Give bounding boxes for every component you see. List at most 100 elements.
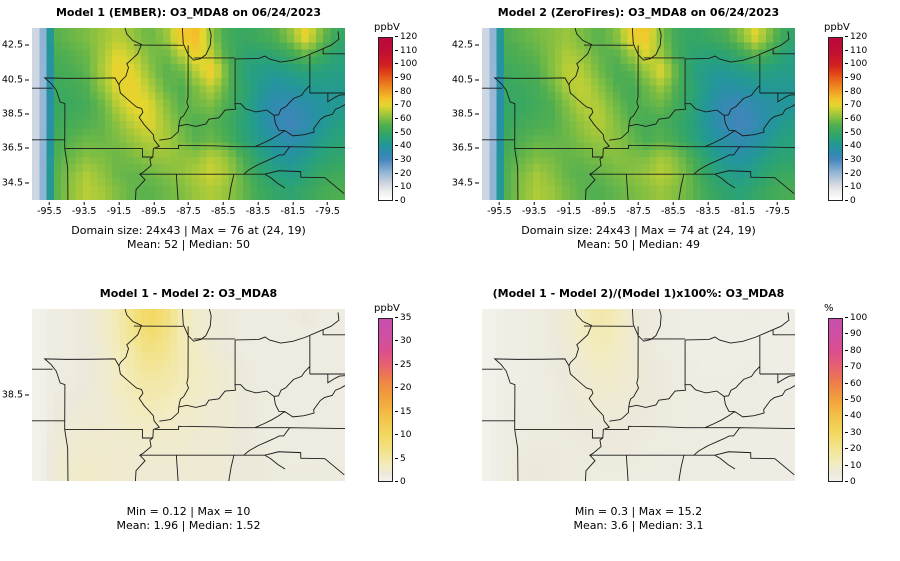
colorbar-tick-label: 90	[845, 329, 861, 339]
colorbar-tick-labels: 0 5 10 15 20 25 30 35	[395, 313, 437, 487]
state-borders-overlay	[482, 28, 795, 200]
colorbar-tick-label: 30	[845, 155, 861, 165]
x-tick-label: -95.5	[487, 202, 512, 217]
colorbar-tick-label: 10	[395, 182, 411, 192]
colorbar-units-label: ppbV	[374, 303, 400, 314]
panel-title: Model 1 - Model 2: O3_MDA8	[99, 287, 278, 300]
x-tick-label: -91.5	[557, 202, 582, 217]
x-tick-label: -83.5	[246, 202, 271, 217]
x-tick-label: -95.5	[37, 202, 62, 217]
x-tick-label: -79.5	[765, 202, 790, 217]
stats-caption: Min = 0.12 | Max = 10 Mean: 1.96 | Media…	[0, 505, 377, 533]
colorbar-units-label: %	[824, 303, 834, 314]
colorbar-tick-label: 25	[395, 360, 411, 370]
colorbar-tick-label: 60	[395, 114, 411, 124]
colorbar-tick-label: 10	[845, 182, 861, 192]
colorbar	[378, 37, 393, 201]
x-tick-label: -87.5	[176, 202, 201, 217]
colorbar-tick-label: 0	[845, 477, 856, 487]
x-axis-ticks: -95.5 -93.5 -91.5 -89.5 -87.5 -85.5 -83.5 -81.5…	[482, 202, 795, 218]
colorbar-tick-label: 20	[845, 169, 861, 179]
colorbar-tick-label: 80	[845, 346, 861, 356]
colorbar-tick-label: 40	[845, 411, 861, 421]
y-tick-label: 36.5	[452, 143, 479, 154]
colorbar-tick-label: 80	[395, 87, 411, 97]
state-border-lines	[482, 28, 795, 200]
heatmap-map	[482, 309, 795, 481]
colorbar-tick-label: 20	[395, 383, 411, 393]
x-tick-label: -83.5	[696, 202, 721, 217]
panel-title: (Model 1 - Model 2)/(Model 1)x100%: O3_M…	[492, 287, 785, 300]
x-axis-ticks	[482, 483, 795, 499]
colorbar-tick-label: 0	[395, 196, 406, 206]
x-tick-label: -79.5	[315, 202, 340, 217]
state-borders-overlay	[32, 28, 345, 200]
state-border-lines	[32, 28, 345, 200]
panel-model1: Model 1 (EMBER): O3_MDA8 on 06/24/2023 3…	[0, 0, 450, 280]
y-tick-label: 42.5	[452, 40, 479, 51]
panel-model2: Model 2 (ZeroFires): O3_MDA8 on 06/24/20…	[450, 0, 900, 280]
x-tick-label: -85.5	[661, 202, 686, 217]
stats-line-1: Min = 0.3 | Max = 15.2	[574, 505, 703, 518]
colorbar-tick-label: 20	[395, 169, 411, 179]
y-axis-ticks: 38.5	[0, 309, 29, 481]
x-axis-ticks: -95.5 -93.5 -91.5 -89.5 -87.5 -85.5 -83.5 -81.5…	[32, 202, 345, 218]
colorbar-gradient	[829, 38, 842, 200]
y-tick-label: 34.5	[2, 177, 29, 188]
stats-caption: Domain size: 24x43 | Max = 76 at (24, 19…	[0, 224, 377, 252]
state-border-lines	[32, 309, 345, 481]
panel-title: Model 1 (EMBER): O3_MDA8 on 06/24/2023	[55, 6, 322, 19]
state-borders-overlay	[32, 309, 345, 481]
colorbar-tick-label: 30	[395, 155, 411, 165]
colorbar-tick-label: 50	[395, 128, 411, 138]
stats-line-2: Mean: 52 | Median: 50	[126, 238, 251, 251]
colorbar-tick-label: 100	[845, 59, 867, 69]
colorbar-tick-label: 60	[845, 114, 861, 124]
x-axis-ticks	[32, 483, 345, 499]
y-tick-label: 40.5	[2, 74, 29, 85]
colorbar-tick-label: 50	[845, 128, 861, 138]
colorbar-tick-labels: 0 10 20 30 40 50 60 70 80 90 100	[845, 313, 887, 487]
colorbar	[828, 318, 843, 482]
heatmap-map	[32, 28, 345, 200]
x-tick-label: -93.5	[72, 202, 97, 217]
x-tick-label: -81.5	[731, 202, 756, 217]
stats-caption: Domain size: 24x43 | Max = 74 at (24, 19…	[450, 224, 827, 252]
colorbar-tick-label: 110	[845, 46, 867, 56]
colorbar-tick-label: 120	[395, 32, 417, 42]
heatmap-map	[482, 28, 795, 200]
colorbar-tick-label: 70	[845, 100, 861, 110]
colorbar-tick-label: 70	[845, 362, 861, 372]
stats-line-2: Mean: 3.6 | Median: 3.1	[573, 519, 704, 532]
colorbar-tick-label: 10	[845, 461, 861, 471]
colorbar-tick-label: 20	[845, 444, 861, 454]
y-axis-ticks: 34.5 36.5 38.5 40.5 42.5	[450, 28, 479, 200]
colorbar-tick-label: 100	[395, 59, 417, 69]
colorbar-tick-label: 60	[845, 379, 861, 389]
colorbar-gradient	[379, 38, 392, 200]
y-tick-label: 40.5	[452, 74, 479, 85]
y-tick-label: 42.5	[2, 40, 29, 51]
colorbar-tick-label: 35	[395, 313, 411, 323]
x-tick-label: -85.5	[211, 202, 236, 217]
x-tick-label: -89.5	[141, 202, 166, 217]
x-tick-label: -81.5	[281, 202, 306, 217]
y-tick-label: 34.5	[452, 177, 479, 188]
x-tick-label: -93.5	[522, 202, 547, 217]
colorbar	[828, 37, 843, 201]
colorbar-tick-label: 30	[395, 336, 411, 346]
stats-line-2: Mean: 1.96 | Median: 1.52	[116, 519, 261, 532]
x-tick-label: -89.5	[591, 202, 616, 217]
colorbar-tick-label: 10	[395, 430, 411, 440]
state-borders-overlay	[482, 309, 795, 481]
colorbar-tick-label: 50	[845, 395, 861, 405]
y-tick-label: 36.5	[2, 143, 29, 154]
panel-percent-difference: (Model 1 - Model 2)/(Model 1)x100%: O3_M…	[450, 281, 900, 561]
y-axis-ticks	[450, 309, 479, 481]
colorbar-tick-labels: 0 10 20 30 40 50 60 70 80 90 100 110 120	[395, 32, 437, 206]
colorbar-tick-label: 70	[395, 100, 411, 110]
panel-difference: Model 1 - Model 2: O3_MDA8 38.5 ppbV 0 5 1…	[0, 281, 450, 561]
colorbar-tick-label: 0	[845, 196, 856, 206]
colorbar-gradient	[379, 319, 392, 481]
colorbar-tick-label: 80	[845, 87, 861, 97]
